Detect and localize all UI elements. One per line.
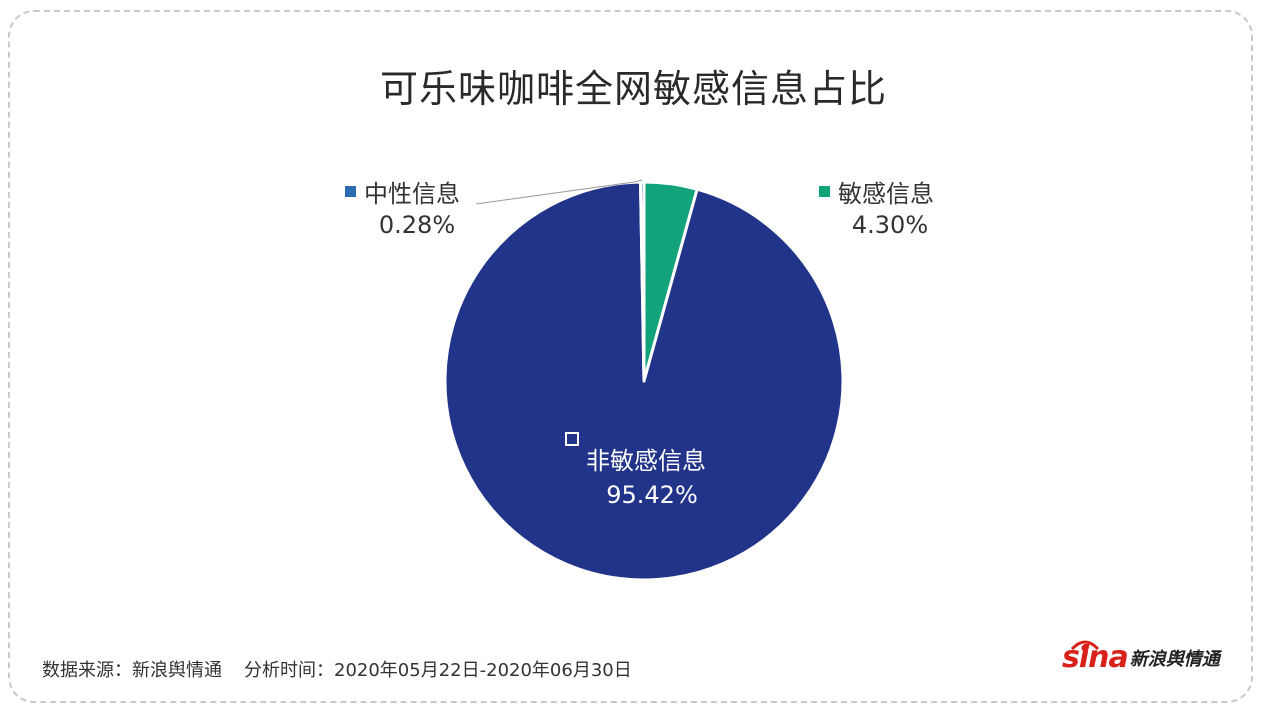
sina-eye-icon <box>1070 640 1100 652</box>
slice-name-label-2: 中性信息 <box>364 180 460 208</box>
footer: 数据来源：新浪舆情通 分析时间：2020年05月22日-2020年06月30日 <box>42 656 632 682</box>
logo-text: 新浪舆情通 <box>1129 649 1220 670</box>
slice-value-label-2: 0.28% <box>379 211 455 239</box>
chart-title: 可乐味咖啡全网敏感信息占比 <box>379 67 887 111</box>
analysis-period: 分析时间：2020年05月22日-2020年06月30日 <box>244 660 632 681</box>
slice-value-label-1: 95.42% <box>606 481 698 509</box>
slice-name-label-1: 非敏感信息 <box>586 447 706 475</box>
leader-line <box>475 179 643 205</box>
slice-value-label-0: 4.30% <box>852 211 928 239</box>
pie-slice-2 <box>638 180 646 383</box>
data-source: 数据来源：新浪舆情通 <box>42 660 222 681</box>
sina-logo: sina 新浪舆情通 <box>1062 640 1220 673</box>
legend-marker-0 <box>819 186 830 197</box>
legend-marker-1 <box>565 432 579 446</box>
legend-marker-2 <box>345 186 356 197</box>
slice-name-label-0: 敏感信息 <box>838 180 934 208</box>
